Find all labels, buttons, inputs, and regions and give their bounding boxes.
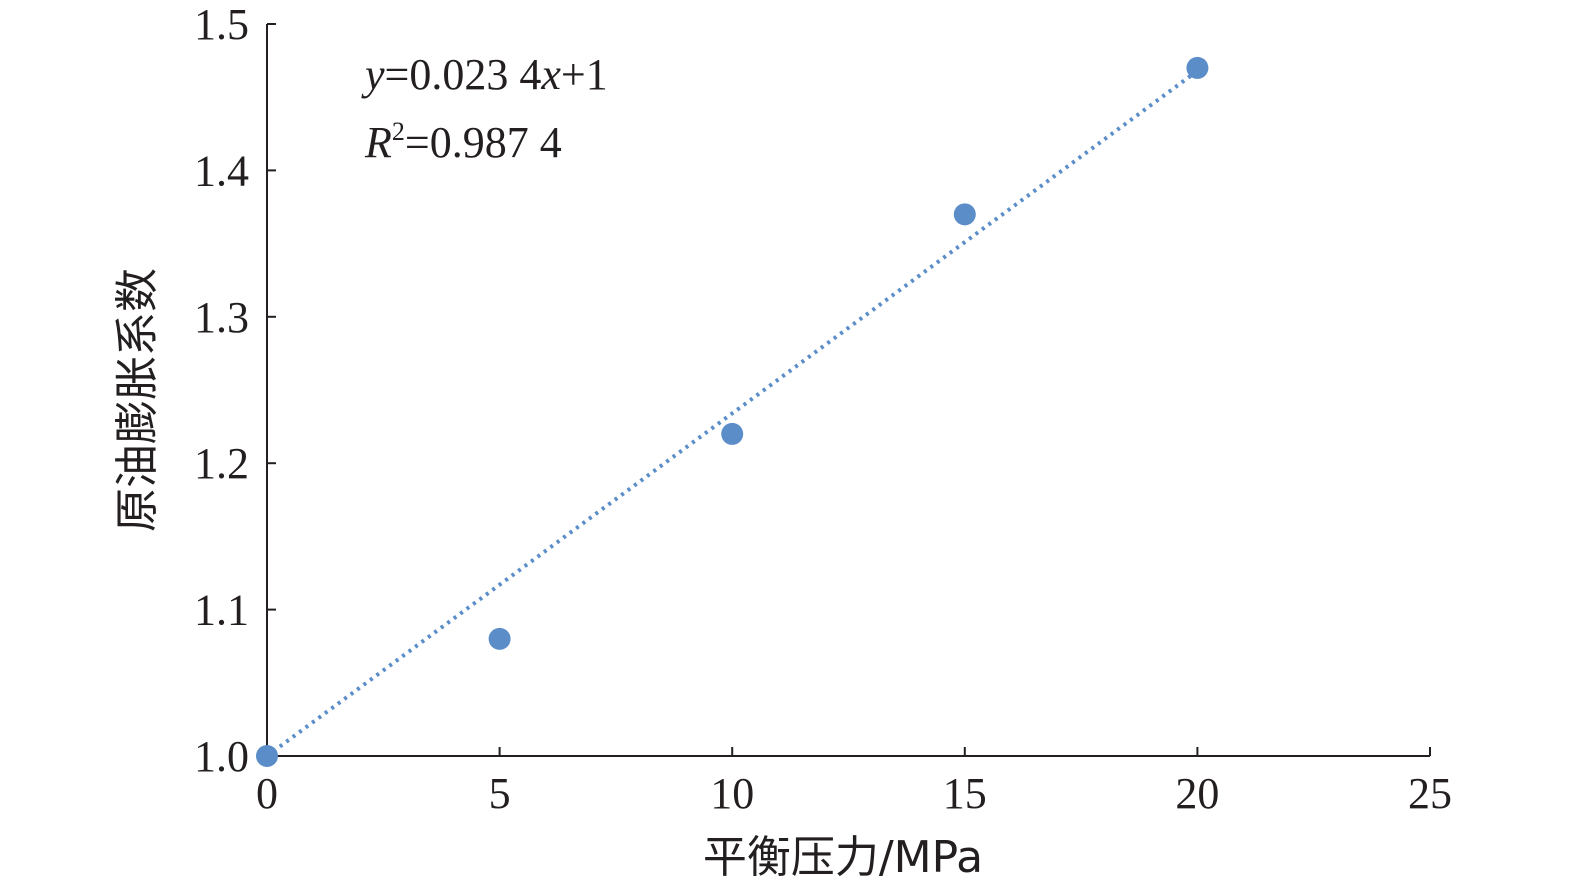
y-ticks: 1.0 1.1 1.2 1.3 1.4 1.5 [194,0,276,781]
data-point [721,422,744,445]
y-tick-label: 1.4 [194,146,249,195]
x-tick-label: 20 [1175,769,1219,818]
x-tick-label: 0 [256,769,278,818]
y-axis-title: 原油膨胀系数 [112,268,163,532]
r-squared: R2=0.987 4 [364,117,562,167]
x-ticks: 0 5 10 15 20 25 [256,747,1452,818]
r-squared-superscript: 2 [392,117,405,146]
x-axis-title: 平衡压力/MPa [703,832,983,883]
equation-coefficient: =0.023 4 [385,50,542,99]
x-tick-label: 5 [489,769,511,818]
data-point [953,203,976,226]
trend-equation: y=0.023 4x+1 [361,50,608,99]
equation-intercept: +1 [561,50,608,99]
y-tick-label: 1.0 [194,732,249,781]
data-point [488,627,511,650]
x-tick-label: 10 [710,769,754,818]
points-layer [256,56,1209,767]
y-tick-label: 1.5 [194,0,249,49]
equation-y-var: y [361,50,385,99]
x-tick-label: 25 [1408,769,1452,818]
equation-x-var: x [540,50,561,99]
y-tick-label: 1.1 [194,586,249,635]
r-squared-value: =0.987 4 [405,118,562,167]
y-tick-label: 1.2 [194,439,249,488]
r-squared-var: R [364,118,392,167]
axes [266,24,1430,757]
data-point [256,745,278,767]
x-tick-label: 15 [943,769,987,818]
trendline-layer [265,69,1199,758]
data-point [1186,56,1209,79]
y-tick-label: 1.3 [194,293,249,342]
trendline [265,69,1199,758]
